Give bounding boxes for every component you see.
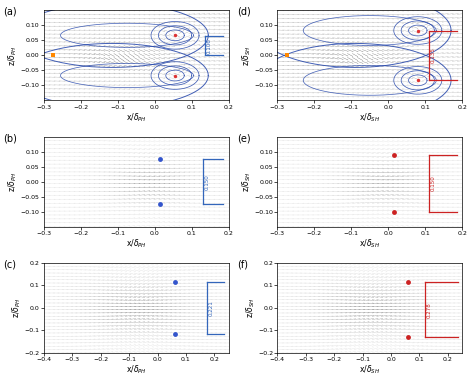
X-axis label: x/$\delta_{PH}$: x/$\delta_{PH}$ (126, 237, 146, 250)
Text: (e): (e) (237, 133, 250, 143)
Y-axis label: z/$\delta_{SH}$: z/$\delta_{SH}$ (240, 45, 253, 66)
Y-axis label: z/$\delta_{PH}$: z/$\delta_{PH}$ (7, 172, 19, 192)
Y-axis label: z/$\delta_{SH}$: z/$\delta_{SH}$ (244, 298, 257, 318)
Y-axis label: z/$\delta_{PH}$: z/$\delta_{PH}$ (7, 45, 19, 65)
X-axis label: x/$\delta_{SH}$: x/$\delta_{SH}$ (359, 363, 380, 376)
X-axis label: x/$\delta_{SH}$: x/$\delta_{SH}$ (359, 237, 380, 250)
Text: (d): (d) (237, 7, 251, 17)
Text: (f): (f) (237, 259, 248, 269)
Text: 0.106: 0.106 (206, 38, 211, 54)
Text: (c): (c) (3, 259, 16, 269)
Y-axis label: z/$\delta_{PH}$: z/$\delta_{PH}$ (11, 298, 23, 318)
X-axis label: x/$\delta_{PH}$: x/$\delta_{PH}$ (126, 111, 146, 123)
Y-axis label: z/$\delta_{SH}$: z/$\delta_{SH}$ (240, 172, 253, 192)
Text: (a): (a) (3, 7, 17, 17)
X-axis label: x/$\delta_{SH}$: x/$\delta_{SH}$ (359, 111, 380, 123)
Text: 0.150: 0.150 (431, 175, 436, 191)
Text: 0.150: 0.150 (205, 174, 210, 190)
Text: 0.278: 0.278 (427, 302, 432, 318)
Text: 0.221: 0.221 (209, 300, 214, 316)
Text: 0.135: 0.135 (431, 47, 436, 63)
X-axis label: x/$\delta_{PH}$: x/$\delta_{PH}$ (126, 363, 146, 376)
Text: (b): (b) (3, 133, 17, 143)
